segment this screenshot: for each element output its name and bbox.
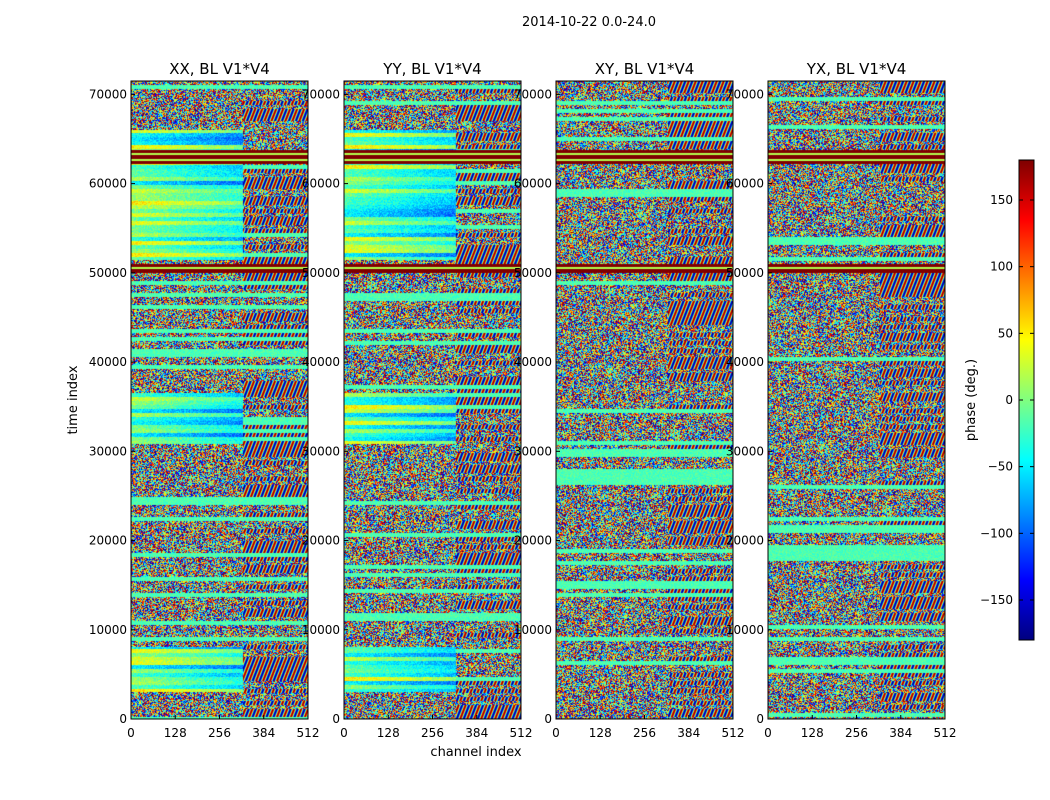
x-tick-label-2-128: 128 bbox=[589, 726, 612, 740]
y-tick-label-0-10000: 10000 bbox=[89, 623, 127, 637]
y-tick-label-0-0: 0 bbox=[119, 712, 127, 726]
y-tick-label-1-20000: 20000 bbox=[302, 534, 340, 548]
colorbar-tick-label-100: 100 bbox=[990, 260, 1013, 274]
x-tick-label-2-0: 0 bbox=[552, 726, 560, 740]
x-tick-label-1-512: 512 bbox=[510, 726, 533, 740]
y-tick-label-1-10000: 10000 bbox=[302, 623, 340, 637]
colorbar-tick-label-0: 0 bbox=[1005, 393, 1013, 407]
panel-1: YY, BL V1*V4 0 128 256 384 512 0 10000 20000 3000… bbox=[302, 60, 533, 740]
x-tick-label-1-256: 256 bbox=[421, 726, 444, 740]
y-tick-label-0-70000: 70000 bbox=[89, 87, 127, 101]
y-tick-label-2-20000: 20000 bbox=[514, 534, 552, 548]
colorbar: −150 −100 −50 0 50 100 150 bbox=[980, 159, 1035, 641]
colorbar-label: phase (deg.) bbox=[964, 359, 979, 441]
y-tick-label-2-50000: 50000 bbox=[514, 266, 552, 280]
y-tick-label-0-40000: 40000 bbox=[89, 355, 127, 369]
y-tick-label-3-0: 0 bbox=[756, 712, 764, 726]
y-tick-label-0-20000: 20000 bbox=[89, 534, 127, 548]
x-tick-label-1-128: 128 bbox=[377, 726, 400, 740]
colorbar-tick-label--100: −100 bbox=[980, 526, 1013, 540]
x-tick-label-3-512: 512 bbox=[934, 726, 957, 740]
y-tick-label-1-50000: 50000 bbox=[302, 266, 340, 280]
y-tick-label-3-50000: 50000 bbox=[726, 266, 764, 280]
x-tick-label-3-128: 128 bbox=[801, 726, 824, 740]
x-tick-label-2-512: 512 bbox=[722, 726, 745, 740]
y-tick-label-3-20000: 20000 bbox=[726, 534, 764, 548]
y-tick-label-3-10000: 10000 bbox=[726, 623, 764, 637]
y-tick-label-0-30000: 30000 bbox=[89, 444, 127, 458]
panel-3: YX, BL V1*V4 0 128 256 384 512 0 10000 20000 3000… bbox=[726, 60, 957, 740]
y-tick-label-1-70000: 70000 bbox=[302, 87, 340, 101]
colorbar-tick-label-150: 150 bbox=[990, 193, 1013, 207]
y-tick-label-1-0: 0 bbox=[332, 712, 340, 726]
y-tick-label-1-30000: 30000 bbox=[302, 444, 340, 458]
panel-title-1: YY, BL V1*V4 bbox=[382, 60, 481, 78]
x-tick-label-1-384: 384 bbox=[465, 726, 488, 740]
y-tick-label-2-70000: 70000 bbox=[514, 87, 552, 101]
x-tick-label-0-256: 256 bbox=[208, 726, 231, 740]
panel-title-2: XY, BL V1*V4 bbox=[595, 60, 695, 78]
y-tick-label-2-30000: 30000 bbox=[514, 444, 552, 458]
x-axis-label: channel index bbox=[430, 745, 521, 760]
y-tick-label-2-40000: 40000 bbox=[514, 355, 552, 369]
panels-group: XX, BL V1*V4 0 128 256 384 512 0 10000 20000 3000… bbox=[89, 60, 957, 740]
y-tick-label-1-60000: 60000 bbox=[302, 177, 340, 191]
x-tick-label-2-384: 384 bbox=[677, 726, 700, 740]
y-tick-label-1-40000: 40000 bbox=[302, 355, 340, 369]
x-tick-label-3-256: 256 bbox=[845, 726, 868, 740]
x-tick-label-3-384: 384 bbox=[889, 726, 912, 740]
y-tick-label-3-70000: 70000 bbox=[726, 87, 764, 101]
y-tick-label-2-10000: 10000 bbox=[514, 623, 552, 637]
y-tick-label-3-30000: 30000 bbox=[726, 444, 764, 458]
x-tick-label-3-0: 0 bbox=[764, 726, 772, 740]
x-tick-label-1-0: 0 bbox=[340, 726, 348, 740]
x-tick-label-0-0: 0 bbox=[127, 726, 135, 740]
phase-heatmap-2 bbox=[556, 81, 733, 719]
y-axis-label: time index bbox=[66, 365, 81, 434]
y-tick-label-3-40000: 40000 bbox=[726, 355, 764, 369]
colorbar-tick-label-50: 50 bbox=[998, 326, 1013, 340]
phase-heatmap-0 bbox=[131, 81, 308, 719]
x-tick-label-2-256: 256 bbox=[633, 726, 656, 740]
y-tick-label-0-50000: 50000 bbox=[89, 266, 127, 280]
y-tick-label-0-60000: 60000 bbox=[89, 177, 127, 191]
x-tick-label-0-128: 128 bbox=[164, 726, 187, 740]
panel-0: XX, BL V1*V4 0 128 256 384 512 0 10000 20000 3000… bbox=[89, 60, 320, 740]
colorbar-tick-label--50: −50 bbox=[988, 460, 1013, 474]
y-tick-label-3-60000: 60000 bbox=[726, 177, 764, 191]
x-tick-label-0-384: 384 bbox=[252, 726, 275, 740]
figure-suptitle: 2014-10-22 0.0-24.0 bbox=[522, 15, 656, 30]
panel-2: XY, BL V1*V4 0 128 256 384 512 0 10000 20000 3000… bbox=[514, 60, 745, 740]
y-tick-label-2-60000: 60000 bbox=[514, 177, 552, 191]
colorbar-tick-label--150: −150 bbox=[980, 593, 1013, 607]
phase-heatmap-1 bbox=[344, 81, 521, 719]
panel-title-3: YX, BL V1*V4 bbox=[806, 60, 907, 78]
phase-heatmap-3 bbox=[768, 81, 945, 719]
panel-title-0: XX, BL V1*V4 bbox=[169, 60, 270, 78]
x-tick-label-0-512: 512 bbox=[297, 726, 320, 740]
y-tick-label-2-0: 0 bbox=[544, 712, 552, 726]
